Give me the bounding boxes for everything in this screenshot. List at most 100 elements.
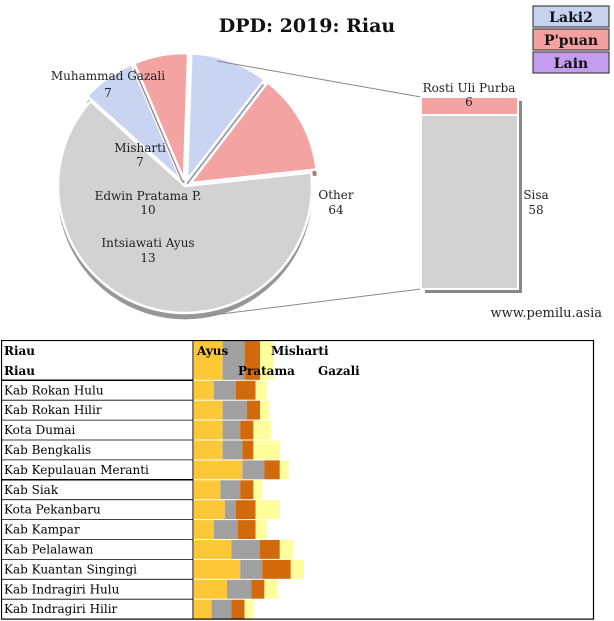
breakdown-value-rosti-uli-purba: 6: [465, 95, 473, 109]
row-label-kab-kampar: Kab Kampar: [4, 523, 80, 537]
row-label-kota-dumai: Kota Dumai: [4, 423, 76, 437]
bar-kota-dumai-ayus: [194, 420, 223, 440]
row-label-kab-indragiri-hilir: Kab Indragiri Hilir: [4, 602, 118, 616]
header-region-sublabel: Riau: [4, 364, 35, 378]
bar-kab-siak-gazali: [253, 480, 263, 500]
bar-kab-kuantan-singingi-gazali: [290, 559, 304, 579]
bar-kab-kepulauan-meranti-misharti: [264, 460, 280, 480]
bar-kota-pekanbaru-ayus: [194, 500, 225, 520]
header-bar-gazali: [260, 341, 274, 380]
pie-value-misharti: 7: [136, 155, 144, 169]
bar-kota-dumai-gazali: [253, 420, 271, 440]
breakdown-label-sisa: Sisa: [523, 188, 548, 202]
pie-slice-muhammad-gazali: [85, 62, 183, 183]
pie-value-intsiawati-ayus: 13: [140, 251, 155, 265]
legend-label-laki2: Laki2: [549, 10, 593, 26]
legend-swatch-laki2: [532, 5, 610, 28]
row-label-kab-indragiri-hulu: Kab Indragiri Hulu: [4, 582, 120, 596]
bar-kab-bengkalis-pratama: [222, 440, 243, 460]
pie-chart-panel: DPD: 2019: Riau Muhammad Gazali 7 Misharti…: [50, 5, 610, 321]
pie-slice-misharti: [132, 51, 190, 181]
bar-kab-rokan-hilir-misharti: [246, 400, 260, 420]
bar-kab-siak-ayus: [194, 480, 221, 500]
header-bar-pratama: [222, 341, 245, 380]
chart-title: DPD: 2019: Riau: [219, 15, 396, 37]
bar-kab-rokan-hilir-gazali: [260, 400, 269, 420]
header-region-label: Riau: [4, 344, 35, 358]
series-label-ayus: Ayus: [196, 344, 229, 358]
bar-kab-rokan-hulu-pratama: [213, 380, 236, 400]
row-label-kab-kepulauan-meranti: Kab Kepulauan Meranti: [4, 463, 149, 477]
row-label-kota-pekanbaru: Kota Pekanbaru: [4, 503, 101, 517]
region-stacked-bar-table: Riau Riau Ayus Pratama Misharti Gazali Kab Rok…: [1, 340, 595, 620]
bar-kab-bengkalis-ayus: [194, 440, 223, 460]
legend-label-p-puan: P'puan: [544, 33, 598, 49]
connector-line-top: [216, 60, 422, 98]
bar-kab-bengkalis-gazali: [253, 440, 280, 460]
pie-slice-other: [56, 99, 314, 315]
row-label-kab-pelalawan: Kab Pelalawan: [4, 543, 94, 557]
bar-kab-indragiri-hilir-ayus: [194, 599, 212, 619]
bar-kab-bengkalis-misharti: [242, 440, 254, 460]
bar-kab-pelalawan-ayus: [194, 540, 232, 559]
bar-kab-kampar-ayus: [194, 520, 214, 539]
pie-value-muhammad-gazali: 7: [104, 86, 112, 100]
bar-kab-kepulauan-meranti-pratama: [242, 460, 265, 480]
pie-value-edwin-pratama-p: 10: [140, 203, 155, 217]
pie-label-intsiawati-ayus: Intsiawati Ayus: [101, 236, 194, 250]
bar-kota-pekanbaru-misharti: [235, 500, 256, 520]
bar-kab-kepulauan-meranti-ayus: [194, 460, 243, 480]
bar-kab-kampar-pratama: [213, 520, 238, 539]
bar-kab-rokan-hilir-ayus: [194, 400, 223, 420]
connector-line-bottom: [204, 288, 422, 317]
bar-kota-dumai-misharti: [240, 420, 254, 440]
bar-kab-siak-misharti: [240, 480, 254, 500]
stacked-bar-chart: Riau Riau Ayus Pratama Misharti Gazali Kab Rok…: [1, 340, 595, 620]
watermark: www.pemilu.asia: [491, 306, 603, 321]
bar-kab-pelalawan-pratama: [231, 540, 260, 559]
bar-kab-rokan-hulu-ayus: [194, 380, 214, 400]
header-bar-ayus: [194, 341, 223, 380]
bar-kab-indragiri-hilir-gazali: [244, 599, 254, 619]
series-label-misharti: Misharti: [271, 344, 329, 358]
bar-kab-kampar-misharti: [238, 520, 256, 539]
series-label-pratama: Pratama: [238, 364, 295, 378]
row-label-kab-bengkalis: Kab Bengkalis: [4, 443, 91, 457]
row-label-kab-rokan-hilir: Kab Rokan Hilir: [4, 403, 102, 417]
row-label-kab-kuantan-singingi: Kab Kuantan Singingi: [4, 562, 137, 576]
bar-kab-indragiri-hulu-gazali: [264, 579, 278, 599]
bar-kota-pekanbaru-gazali: [255, 500, 280, 520]
pie-chart: DPD: 2019: Riau Muhammad Gazali7Misharti…: [51, 5, 610, 321]
pie-label-other: Other: [318, 188, 353, 202]
series-label-gazali: Gazali: [318, 364, 360, 378]
pie-slice-intsiawati-ayus: [187, 80, 318, 185]
bar-kab-indragiri-hulu-misharti: [251, 579, 265, 599]
row-label-kab-rokan-hulu: Kab Rokan Hulu: [4, 383, 104, 397]
bar-kab-rokan-hulu-misharti: [235, 380, 256, 400]
bar-kab-pelalawan-misharti: [260, 540, 280, 559]
breakdown-segment-sisa: [420, 114, 519, 290]
breakdown-value-sisa: 58: [528, 203, 543, 217]
bar-kab-indragiri-hulu-pratama: [227, 579, 252, 599]
legend-label-lain: Lain: [554, 56, 588, 72]
bar-kab-kuantan-singingi-pratama: [240, 559, 263, 579]
bar-kab-kepulauan-meranti-gazali: [279, 460, 289, 480]
legend-swatch-lain: [532, 51, 610, 74]
pie-slice-edwin-pratama-p: [185, 52, 267, 185]
bar-kab-kuantan-singingi-misharti: [262, 559, 291, 579]
bar-kab-rokan-hulu-gazali: [255, 380, 267, 400]
pie-label-misharti: Misharti: [114, 141, 166, 155]
bar-kab-siak-pratama: [220, 480, 241, 500]
legend-swatch-p-puan: [532, 28, 610, 51]
pie-label-muhammad-gazali: Muhammad Gazali: [51, 69, 165, 83]
bar-kab-indragiri-hilir-misharti: [231, 599, 245, 619]
row-label-kab-siak: Kab Siak: [4, 483, 59, 497]
bar-kab-rokan-hilir-pratama: [222, 400, 247, 420]
pie-value-other: 64: [328, 203, 344, 217]
bar-kab-kampar-gazali: [255, 520, 267, 539]
bar-kab-indragiri-hulu-ayus: [194, 579, 227, 599]
bar-kab-kuantan-singingi-ayus: [194, 559, 241, 579]
bar-kota-pekanbaru-pratama: [224, 500, 236, 520]
pie-label-edwin-pratama-p: Edwin Pratama P.: [95, 189, 202, 203]
bar-kab-indragiri-hilir-pratama: [211, 599, 232, 619]
